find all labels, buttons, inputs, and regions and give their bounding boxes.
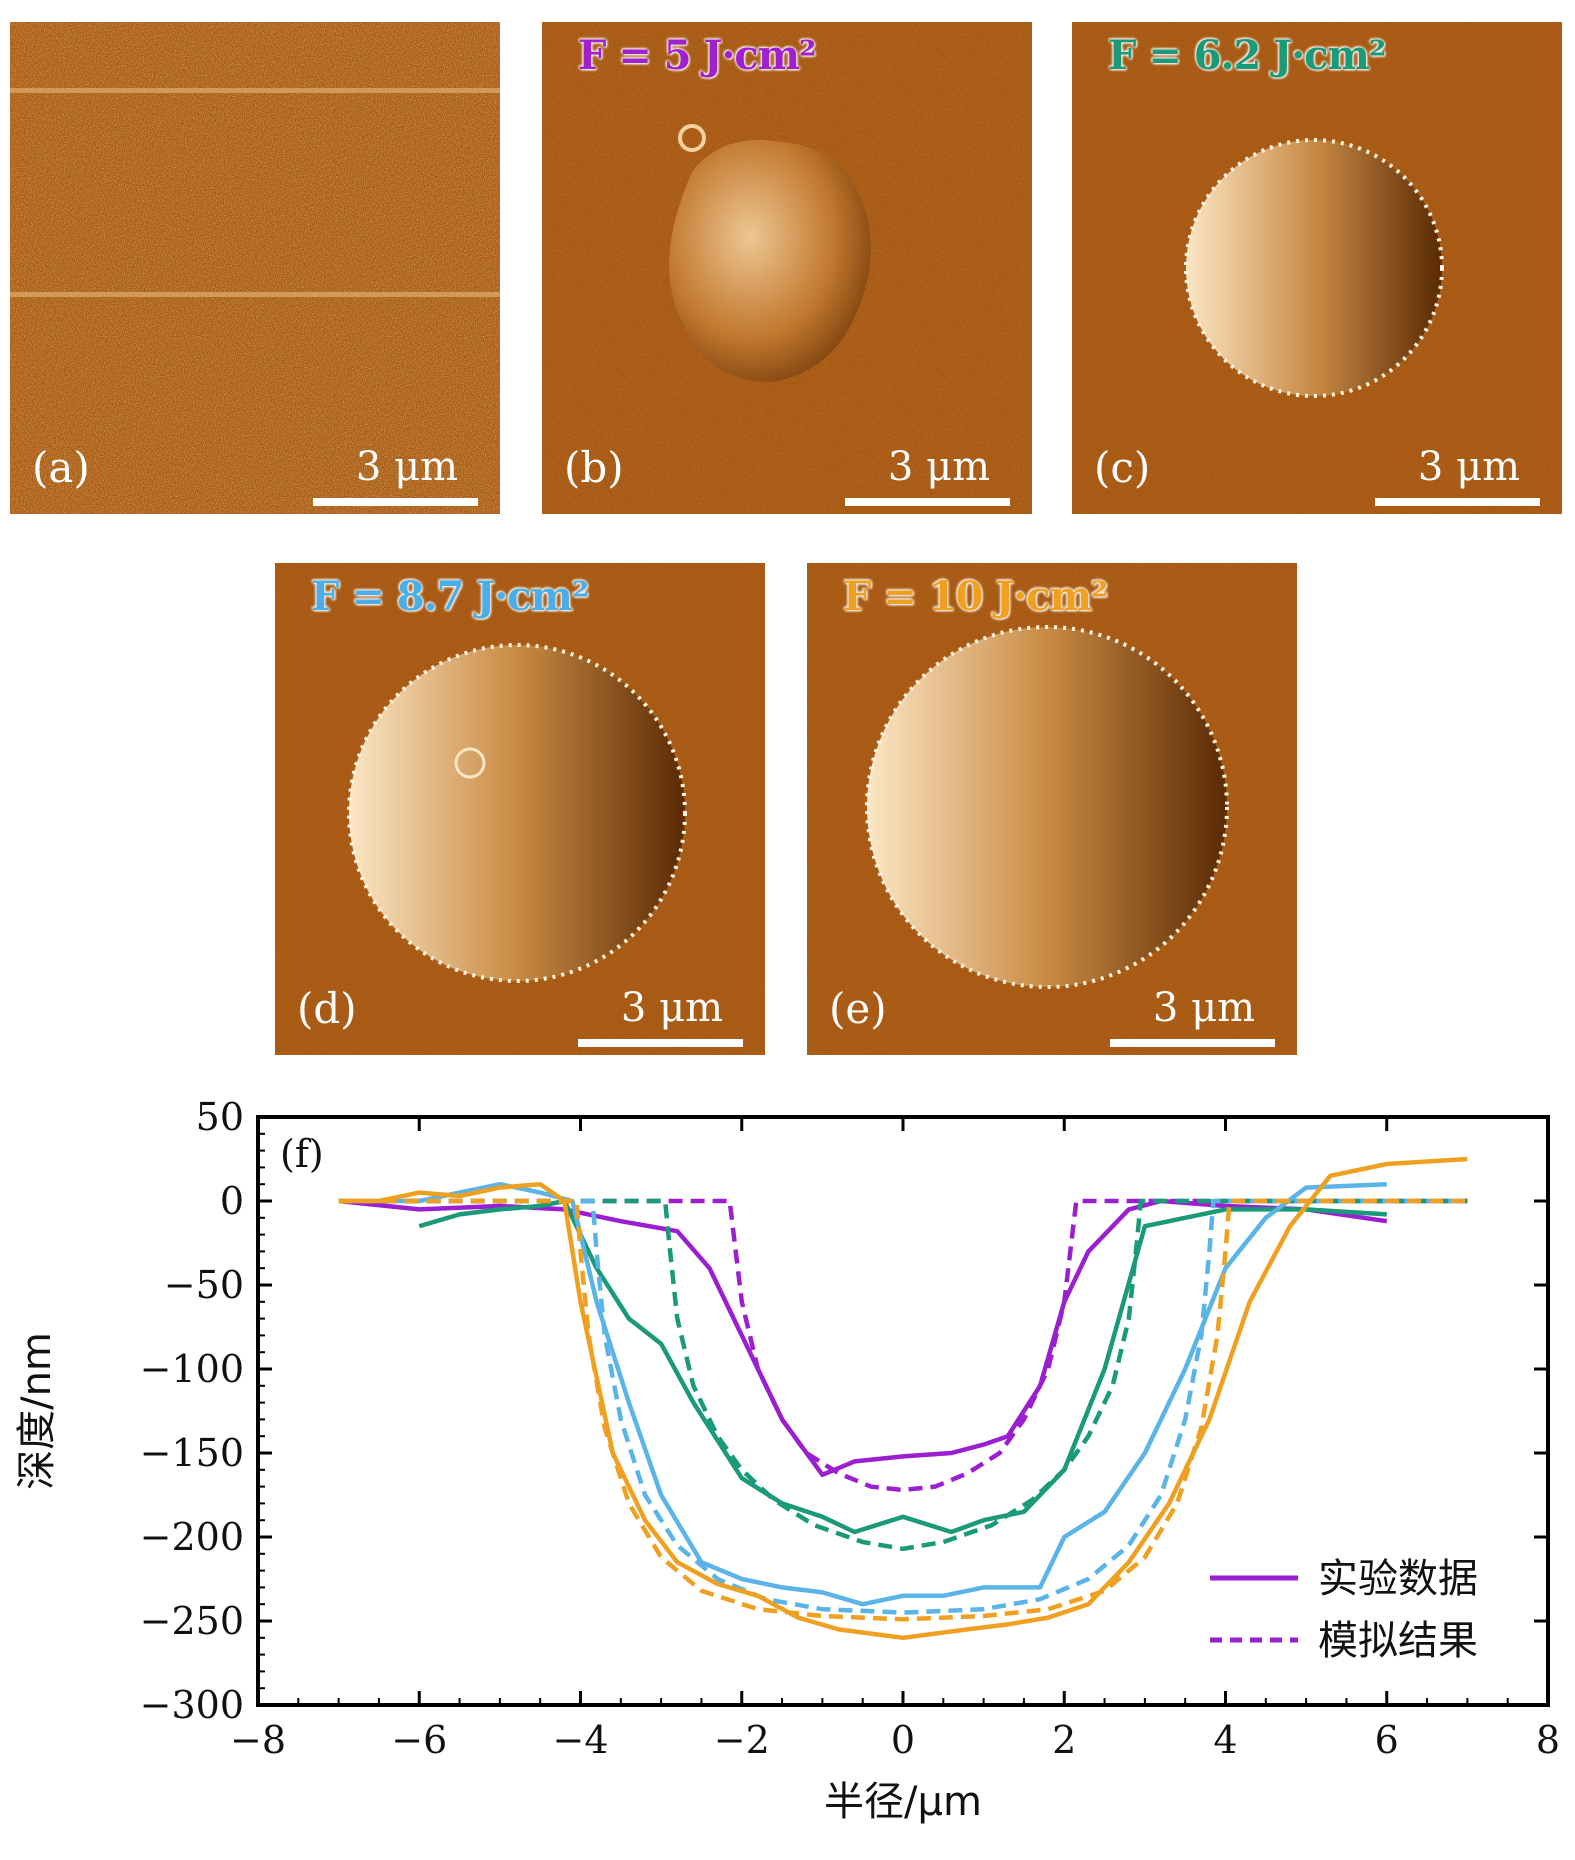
- afm-panel-a: (a) 3 μm: [10, 22, 500, 514]
- scale-bar-d: [578, 1039, 743, 1047]
- afm-crater-e: [807, 563, 1297, 1055]
- y-tick-label-0: 50: [196, 1095, 244, 1139]
- afm-texture-a: [10, 22, 500, 514]
- scale-label-e: 3 μm: [1152, 985, 1255, 1031]
- panel-label-b: (b): [564, 443, 624, 492]
- afm-panel-d: F = 8.7 J·cm² (d) 3 μm: [275, 563, 765, 1055]
- y-tick-label-4: −150: [140, 1431, 244, 1475]
- x-tick-label-6: 4: [1213, 1718, 1237, 1762]
- y-tick-label-1: 0: [220, 1179, 244, 1223]
- series-line-2: [418, 1198, 1387, 1535]
- series-line-1: [338, 1198, 1468, 1493]
- y-tick-label-6: −250: [140, 1599, 244, 1643]
- afm-crater-d: [275, 563, 765, 1055]
- x-tick-label-1: −6: [391, 1718, 447, 1762]
- y-tick-label-7: −300: [140, 1683, 244, 1727]
- afm-panel-c: F = 6.2 J·cm² (c) 3 μm: [1072, 22, 1562, 514]
- afm-crater-c: [1072, 22, 1562, 514]
- x-tick-label-5: 2: [1052, 1718, 1076, 1762]
- depth-profile-chart: −8 −6 −4 −2 0 2 4 6 8500−50−100−150−200−250−300 …: [14, 1095, 1560, 1825]
- panel-label-d: (d): [297, 984, 357, 1033]
- fluence-label-c: F = 6.2 J·cm²: [1108, 32, 1386, 79]
- scale-label-c: 3 μm: [1417, 444, 1520, 490]
- afm-panel-e: F = 10 J·cm² (e) 3 μm: [807, 563, 1297, 1055]
- scale-bar-a: [313, 498, 478, 506]
- y-axis-title: 深度/nm: [14, 1332, 60, 1490]
- fluence-label-d: F = 8.7 J·cm²: [311, 573, 589, 620]
- y-tick-label-5: −200: [140, 1515, 244, 1559]
- x-axis-title: 半径/μm: [824, 1779, 982, 1825]
- fluence-label-e: F = 10 J·cm²: [843, 573, 1108, 620]
- x-tick-label-3: −2: [714, 1718, 770, 1762]
- series-line-0: [338, 1198, 1388, 1478]
- x-tick-label-0: −8: [230, 1718, 286, 1762]
- scale-label-d: 3 μm: [620, 985, 723, 1031]
- scale-bar-c: [1375, 498, 1540, 506]
- panel-label-e: (e): [829, 984, 887, 1033]
- afm-crater-b: [542, 22, 1032, 514]
- x-tick-label-4: 0: [891, 1718, 915, 1762]
- chart-series: [338, 1156, 1468, 1641]
- scale-label-b: 3 μm: [887, 444, 990, 490]
- panel-label-f: (f): [280, 1132, 324, 1176]
- scale-bar-e: [1110, 1039, 1275, 1047]
- fluence-label-b: F = 5 J·cm²: [578, 32, 817, 79]
- x-tick-label-7: 6: [1375, 1718, 1399, 1762]
- y-tick-label-3: −100: [140, 1347, 244, 1391]
- panel-label-a: (a): [32, 443, 90, 492]
- y-tick-label-2: −50: [164, 1263, 244, 1307]
- x-tick-label-8: 8: [1536, 1718, 1560, 1762]
- legend-solid-label: 实验数据: [1318, 1556, 1478, 1602]
- chart-legend: 实验数据 模拟结果: [1210, 1556, 1478, 1664]
- series-line-7: [338, 1198, 1468, 1622]
- x-tick-label-2: −4: [552, 1718, 608, 1762]
- series-line-3: [338, 1198, 1468, 1552]
- chart-ticks: −8 −6 −4 −2 0 2 4 6 8 50 0 −50 −100 −150 −200 −250 −300: [140, 1095, 1560, 1762]
- scale-label-a: 3 μm: [355, 444, 458, 490]
- legend-dashed-label: 模拟结果: [1318, 1618, 1478, 1664]
- series-line-6: [338, 1156, 1468, 1641]
- panel-label-c: (c): [1094, 443, 1151, 492]
- afm-panel-b: F = 5 J·cm² (b) 3 μm: [542, 22, 1032, 514]
- scale-bar-b: [845, 498, 1010, 506]
- plot-frame: [256, 1115, 1550, 1707]
